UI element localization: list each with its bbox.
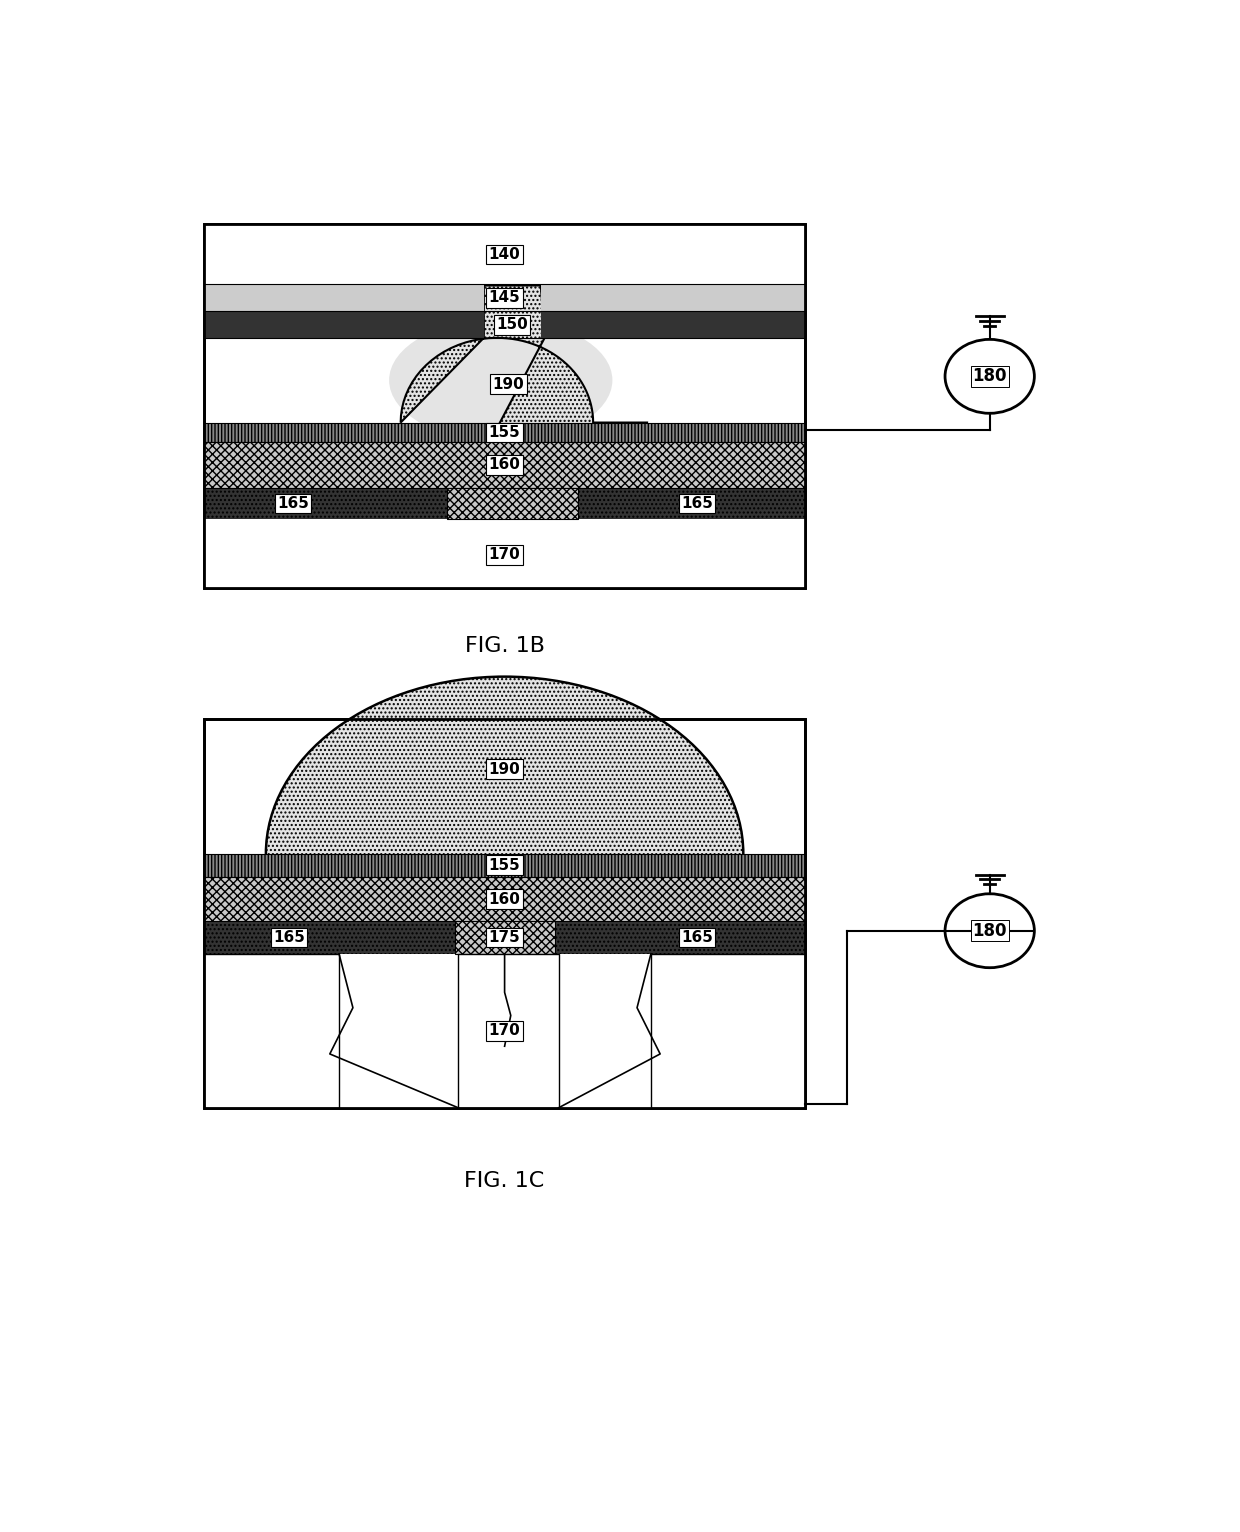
Bar (205, 283, 805, 311)
Bar (205, 224, 805, 588)
Bar (205, 283, 484, 311)
Bar (205, 519, 805, 588)
Polygon shape (401, 285, 647, 473)
Text: 170: 170 (489, 547, 521, 562)
Ellipse shape (389, 319, 613, 441)
Bar (205, 922, 805, 954)
Ellipse shape (945, 340, 1034, 414)
Bar (205, 311, 484, 339)
Bar (205, 441, 805, 489)
Text: 150: 150 (496, 317, 528, 332)
Bar (205, 954, 805, 1108)
Text: 160: 160 (489, 458, 521, 472)
Bar (205, 489, 805, 519)
Text: 170: 170 (489, 1023, 521, 1039)
Text: FIG. 1C: FIG. 1C (465, 1170, 544, 1190)
Text: 165: 165 (681, 930, 713, 945)
Bar (446, 489, 578, 519)
Text: 165: 165 (277, 496, 309, 510)
Text: FIG. 1B: FIG. 1B (465, 636, 544, 656)
Bar (459, 954, 558, 1108)
Bar (484, 283, 542, 339)
Text: 160: 160 (489, 892, 521, 907)
Bar (541, 311, 805, 339)
Bar (455, 922, 554, 954)
Bar (205, 224, 805, 283)
Text: 145: 145 (489, 290, 521, 305)
Ellipse shape (945, 893, 1034, 968)
Bar (205, 853, 805, 876)
Text: 175: 175 (489, 930, 521, 945)
Bar (651, 954, 805, 1108)
Text: 155: 155 (489, 424, 521, 440)
Text: 165: 165 (273, 930, 305, 945)
Text: 190: 190 (489, 761, 521, 777)
Bar (205, 224, 805, 588)
Bar (205, 719, 805, 1108)
Bar (205, 876, 805, 922)
Bar (205, 719, 805, 1108)
Bar (205, 423, 805, 441)
Text: 140: 140 (489, 247, 521, 262)
Bar (205, 311, 805, 339)
Bar (205, 853, 805, 1108)
Text: 165: 165 (681, 496, 713, 510)
Bar (205, 954, 339, 1108)
Text: 190: 190 (492, 377, 525, 392)
Text: 180: 180 (972, 922, 1007, 939)
Bar (541, 283, 805, 311)
Text: 180: 180 (972, 368, 1007, 386)
Text: 155: 155 (489, 858, 521, 873)
Ellipse shape (265, 677, 743, 1031)
